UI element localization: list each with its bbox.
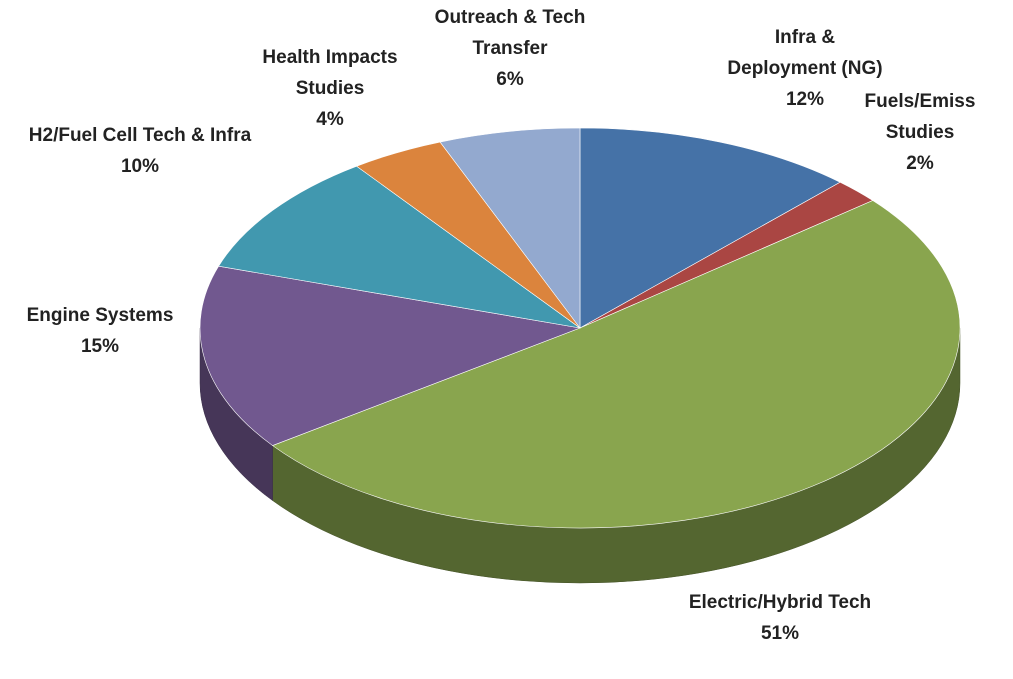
category-name: Health Impacts Studies <box>262 47 398 99</box>
value-label: 51% <box>760 623 800 644</box>
value-label: 6% <box>496 69 524 90</box>
slice <box>579 127 841 329</box>
category-name: H2/Fuel Cell Tech & Infra <box>28 125 252 146</box>
slice-label: Infra & Deployment (NG) 12% <box>725 22 885 115</box>
slice <box>218 165 581 329</box>
slice-label: Health Impacts Studies 4% <box>240 42 420 135</box>
slice-label: Electric/Hybrid Tech 51% <box>680 587 880 649</box>
slice-label: Engine Systems 15% <box>0 300 200 362</box>
category-name: Electric/Hybrid Tech <box>688 592 872 613</box>
slice-label: Fuels/Emiss Studies 2% <box>855 86 985 179</box>
slice-label: Outreach & Tech Transfer 6% <box>395 2 625 95</box>
value-label: 15% <box>80 336 120 357</box>
value-label: 4% <box>316 109 344 130</box>
slice <box>199 265 582 446</box>
slice <box>439 127 581 329</box>
value-label: 2% <box>906 153 934 174</box>
value-label: 10% <box>120 156 160 177</box>
category-name: Infra & Deployment (NG) <box>727 27 883 79</box>
category-name: Outreach & Tech Transfer <box>434 7 586 59</box>
slice <box>271 200 961 529</box>
category-name: Engine Systems <box>26 305 174 326</box>
slice-label: H2/Fuel Cell Tech & Infra 10% <box>20 120 260 182</box>
category-name: Fuels/Emiss Studies <box>864 91 976 143</box>
value-label: 12% <box>785 89 825 110</box>
